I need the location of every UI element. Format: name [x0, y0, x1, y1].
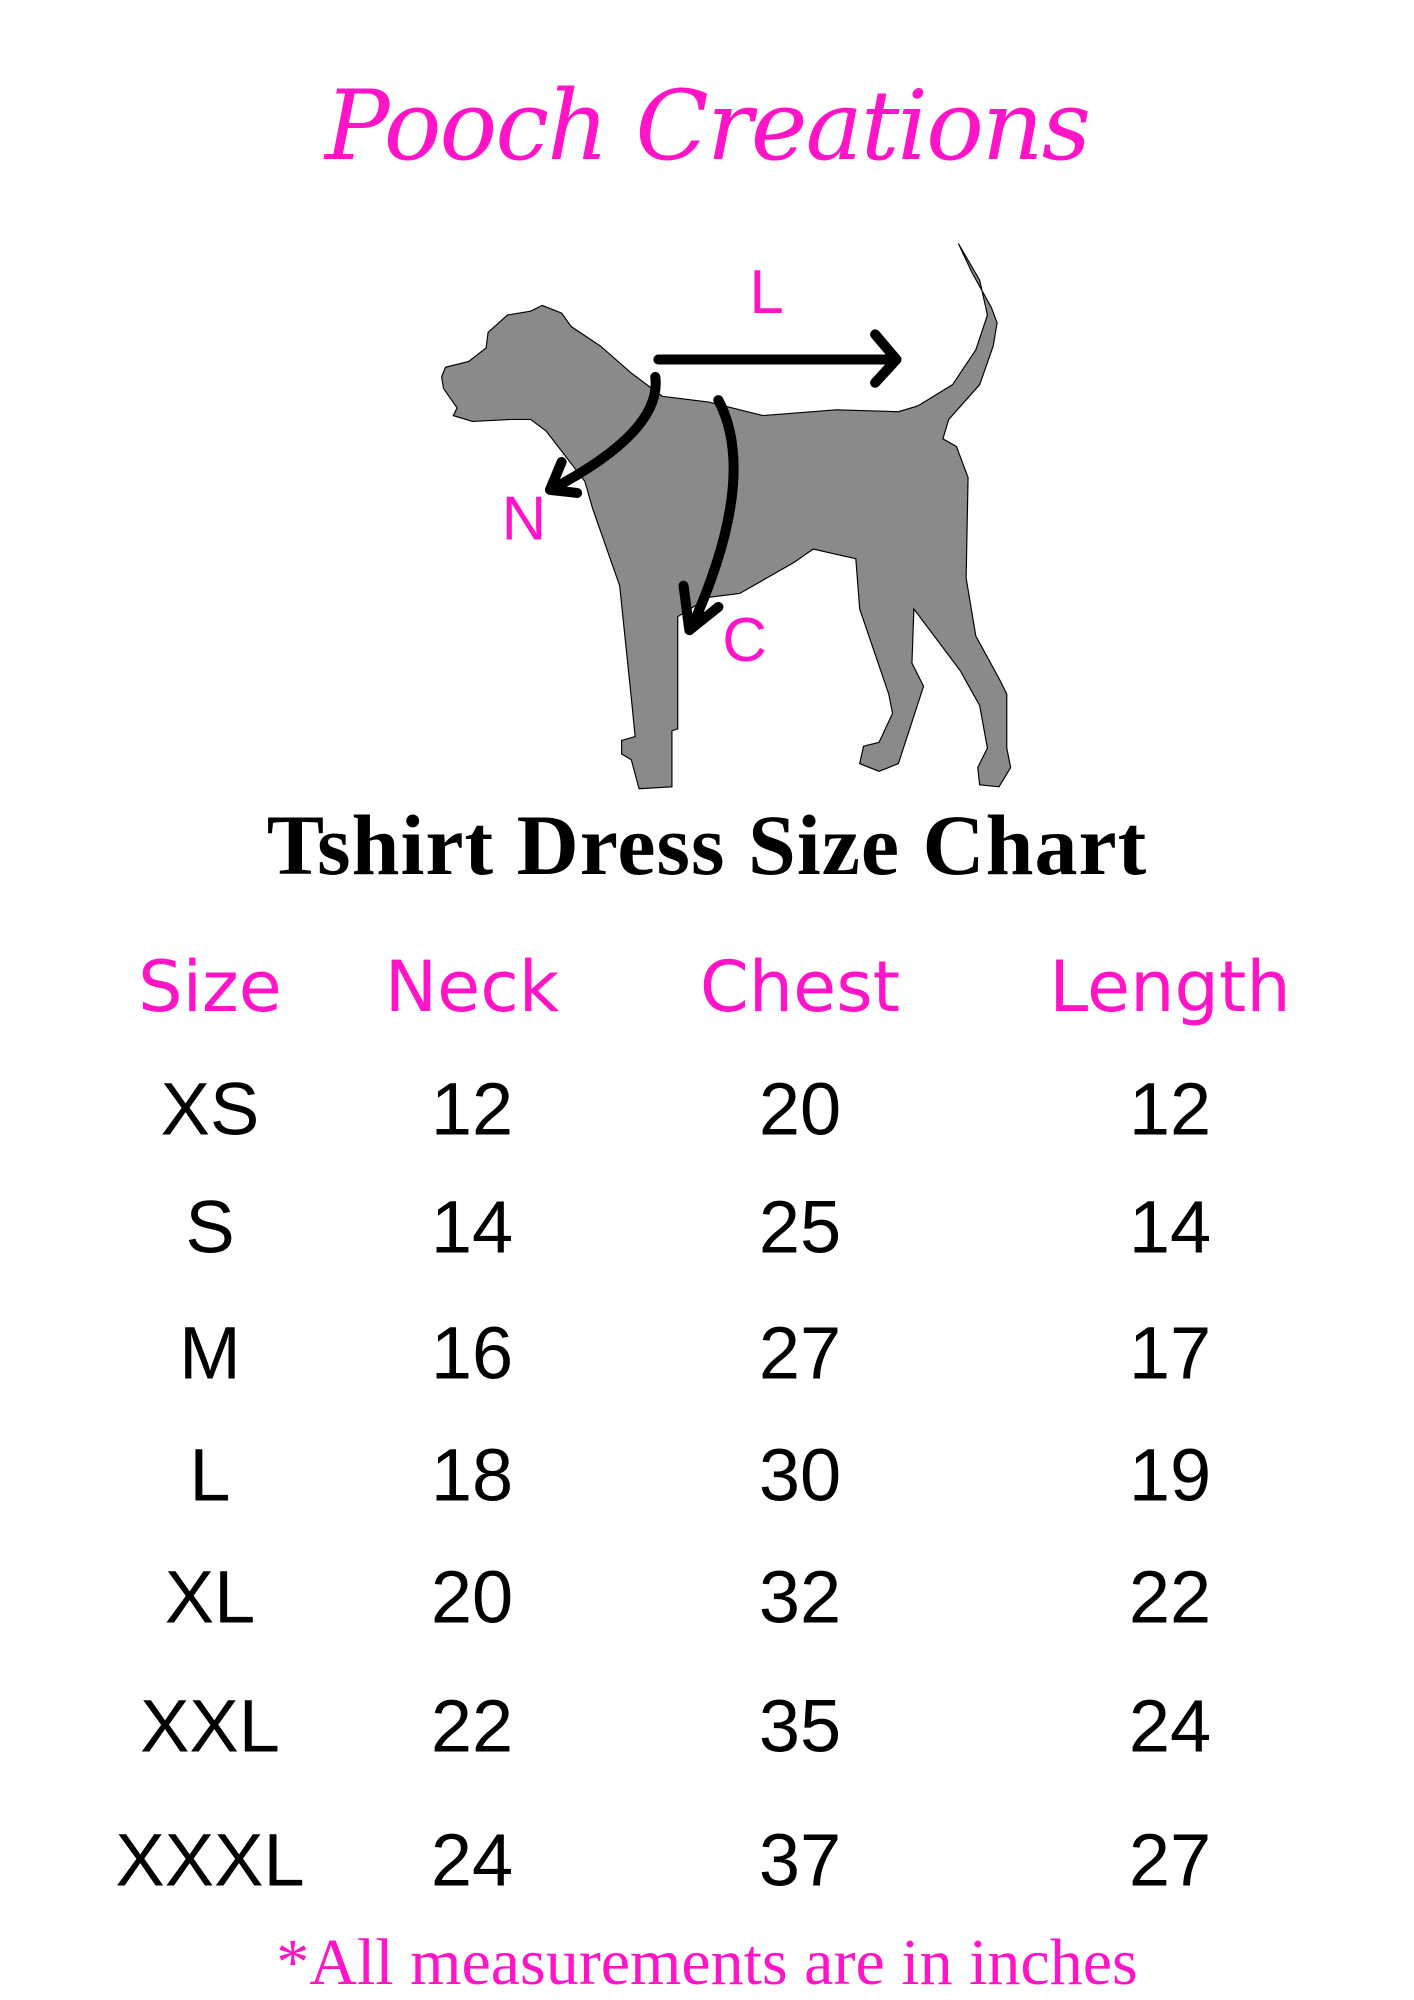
measurement-cell: 27 — [1128, 1818, 1212, 1902]
size-cell: XS — [160, 1067, 260, 1151]
neck-arrow — [544, 371, 661, 498]
measurement-cell: 27 — [758, 1311, 842, 1395]
measurement-cell: 17 — [1128, 1311, 1212, 1395]
measurement-cell: 24 — [430, 1818, 514, 1902]
length-label: L — [749, 258, 783, 327]
measurement-cell: 18 — [430, 1433, 514, 1517]
measurement-cell: 22 — [1128, 1555, 1212, 1639]
measurement-cell: 14 — [1128, 1185, 1212, 1269]
length-arrow — [653, 329, 902, 388]
measurement-cell: 20 — [430, 1555, 514, 1639]
measurement-cell: 32 — [758, 1555, 842, 1639]
size-cell: L — [189, 1433, 231, 1517]
brand-logo: Pooch Creations — [325, 70, 1091, 182]
chest-arrow — [678, 395, 739, 636]
measurement-cell: 12 — [430, 1067, 514, 1151]
column-header: Chest — [699, 946, 901, 1028]
size-cell: XXL — [140, 1684, 280, 1768]
size-cell: S — [185, 1185, 235, 1269]
measurement-cell: 35 — [758, 1684, 842, 1768]
size-cell: M — [179, 1311, 241, 1395]
column-header: Length — [1049, 946, 1291, 1028]
chest-label: C — [722, 606, 767, 675]
dog-measurement-diagram: L N C — [441, 243, 1012, 790]
size-cell: XL — [164, 1555, 256, 1639]
neck-label: N — [502, 484, 547, 553]
measurement-cell: 12 — [1128, 1067, 1212, 1151]
column-header: Neck — [384, 946, 560, 1028]
measurement-cell: 24 — [1128, 1684, 1212, 1768]
size-cell: XXXL — [115, 1818, 305, 1902]
measurement-cell: 30 — [758, 1433, 842, 1517]
column-header: Size — [138, 946, 282, 1028]
measurement-cell: 20 — [758, 1067, 842, 1151]
measurement-cell: 22 — [430, 1684, 514, 1768]
measurement-cell: 14 — [430, 1185, 514, 1269]
measurement-cell: 19 — [1128, 1433, 1212, 1517]
page-title: Tshirt Dress Size Chart — [266, 797, 1148, 893]
measurement-cell: 25 — [758, 1185, 842, 1269]
footnote: *All measurements are in inches — [276, 1926, 1138, 1999]
measurement-cell: 16 — [430, 1311, 514, 1395]
measurement-cell: 37 — [758, 1818, 842, 1902]
